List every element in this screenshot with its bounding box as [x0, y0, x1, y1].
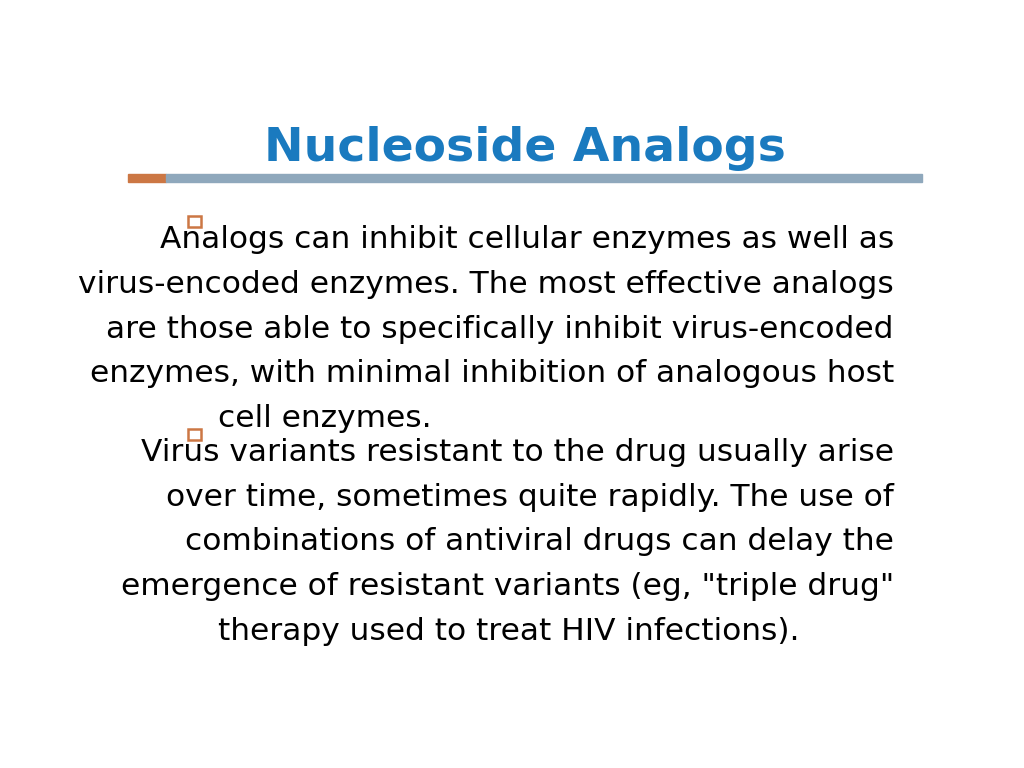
Text: over time, sometimes quite rapidly. The use of: over time, sometimes quite rapidly. The … [166, 483, 894, 511]
Text: emergence of resistant variants (eg, "triple drug": emergence of resistant variants (eg, "tr… [121, 572, 894, 601]
Text: Virus variants resistant to the drug usually arise: Virus variants resistant to the drug usu… [141, 438, 894, 467]
Text: enzymes, with minimal inhibition of analogous host: enzymes, with minimal inhibition of anal… [89, 359, 894, 388]
Text: therapy used to treat HIV infections).: therapy used to treat HIV infections). [218, 617, 799, 646]
Text: Nucleoside Analogs: Nucleoside Analogs [264, 126, 785, 170]
Text: are those able to specifically inhibit virus-encoded: are those able to specifically inhibit v… [106, 315, 894, 343]
Text: virus-encoded enzymes. The most effective analogs: virus-encoded enzymes. The most effectiv… [78, 270, 894, 299]
Bar [128, 174, 166, 182]
Bar [187, 429, 201, 440]
Bar [187, 217, 201, 227]
Text: combinations of antiviral drugs can delay the: combinations of antiviral drugs can dela… [185, 528, 894, 557]
Bar [166, 174, 922, 182]
Text: cell enzymes.: cell enzymes. [218, 404, 431, 433]
Text: Analogs can inhibit cellular enzymes as well as: Analogs can inhibit cellular enzymes as … [160, 225, 894, 254]
